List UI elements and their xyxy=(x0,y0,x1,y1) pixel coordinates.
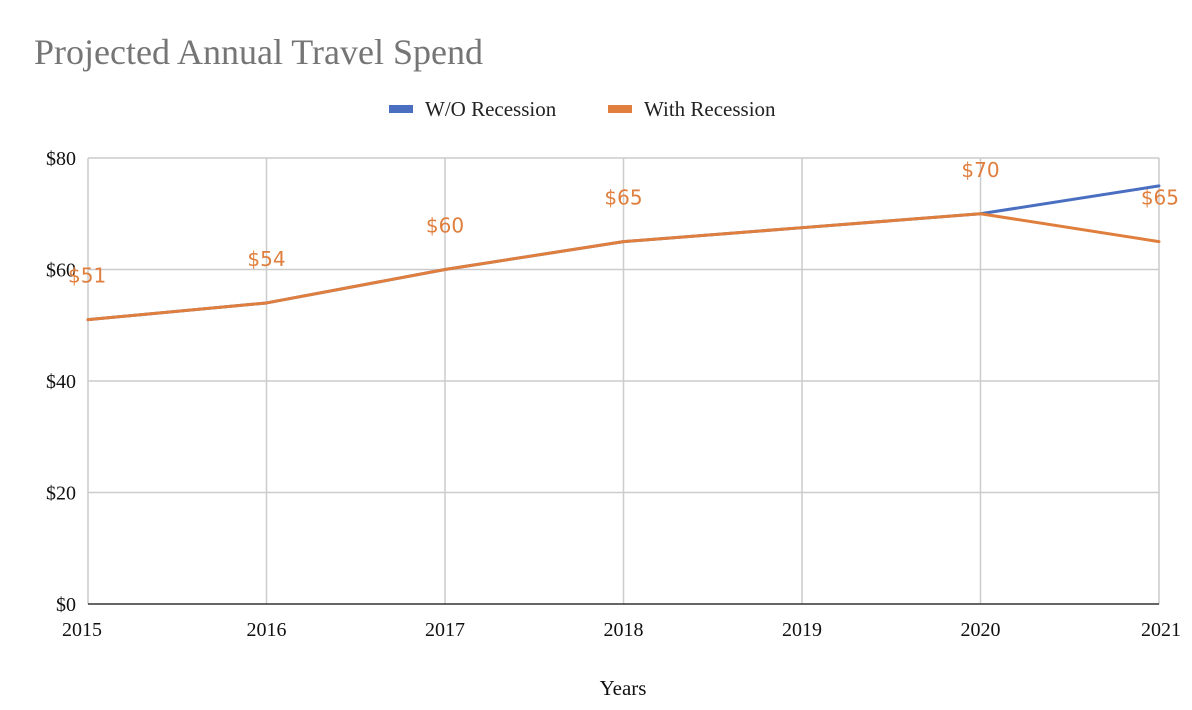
legend: W/O Recession With Recession xyxy=(389,97,776,121)
data-label: $54 xyxy=(247,247,285,271)
legend-swatch xyxy=(389,105,413,113)
data-label: $51 xyxy=(68,264,106,288)
x-tick-label: 2021 xyxy=(1141,619,1181,641)
y-tick-label: $80 xyxy=(46,148,76,170)
x-axis-label: Years xyxy=(600,676,647,700)
legend-label: W/O Recession xyxy=(425,97,557,121)
chart-title: Projected Annual Travel Spend xyxy=(34,32,483,72)
series-line-with-recession xyxy=(86,212,1161,322)
data-labels: $51 $54 $60 $65 $70 $65 xyxy=(68,158,1179,288)
data-label: $70 xyxy=(961,158,999,182)
legend-swatch xyxy=(608,105,632,113)
y-tick-label: $0 xyxy=(56,594,76,616)
gridlines xyxy=(87,157,1160,604)
y-tick-label: $40 xyxy=(46,371,76,393)
x-tick-label: 2017 xyxy=(425,619,465,641)
series-lines xyxy=(86,184,1161,322)
x-tick-label: 2018 xyxy=(604,619,644,641)
y-tick-label: $60 xyxy=(46,260,76,282)
data-label: $65 xyxy=(1141,186,1179,210)
y-tick-label: $20 xyxy=(46,483,76,505)
x-tick-label: 2016 xyxy=(247,619,287,641)
x-tick-label: 2019 xyxy=(782,619,822,641)
data-label: $60 xyxy=(426,214,464,238)
x-tick-label: 2015 xyxy=(62,619,102,641)
legend-label: With Recession xyxy=(644,97,776,121)
x-tick-label: 2020 xyxy=(961,619,1001,641)
data-label: $65 xyxy=(604,186,642,210)
y-axis-ticks: $0 $20 $40 $60 $80 xyxy=(46,148,76,616)
x-axis-ticks: 2015 2016 2017 2018 2019 2020 2021 xyxy=(62,619,1181,641)
